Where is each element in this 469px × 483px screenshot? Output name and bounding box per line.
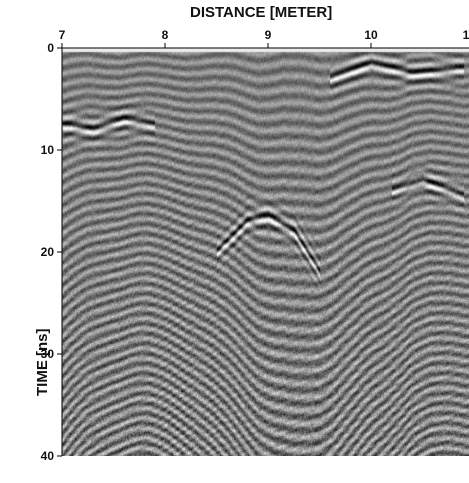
y-tick-label: 0 (47, 41, 54, 55)
x-tick-label: 9 (265, 28, 272, 42)
y-tick-label: 30 (41, 347, 55, 361)
radargram-image (62, 48, 469, 456)
x-tick-label: 8 (162, 28, 169, 42)
y-axis-title: TIME [ns] (34, 328, 51, 397)
x-tick-label: 1 (463, 28, 469, 42)
plot-area (62, 48, 469, 456)
x-axis-title: DISTANCE [METER] (190, 4, 333, 21)
x-axis: 7 8 9 10 1 (59, 28, 469, 49)
x-tick-label: 10 (364, 28, 378, 42)
y-tick-label: 20 (41, 245, 55, 259)
x-tick-label: 7 (59, 28, 66, 42)
y-tick-label: 10 (41, 143, 55, 157)
y-tick-label: 40 (41, 449, 55, 463)
y-axis: 0 10 20 30 40 (41, 41, 63, 463)
